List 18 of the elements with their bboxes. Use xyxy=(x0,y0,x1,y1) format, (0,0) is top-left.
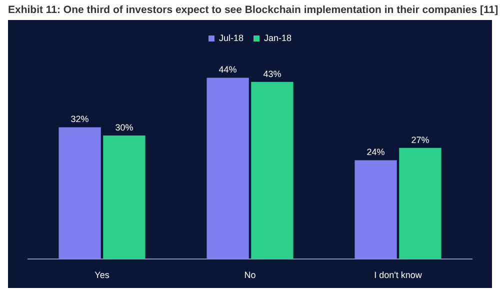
bar xyxy=(399,148,442,260)
chart-title: Exhibit 11: One third of investors expect to see Blockchain implementation in their companies [11] xyxy=(8,4,498,16)
x-tick-label: Yes xyxy=(94,270,110,280)
legend-label: Jul-18 xyxy=(218,32,244,43)
bar xyxy=(58,127,101,260)
data-label: 30% xyxy=(115,122,134,132)
data-label: 43% xyxy=(263,68,282,79)
x-tick-label: No xyxy=(244,270,256,280)
legend-label: Jan-18 xyxy=(264,32,292,43)
x-tick-label: I don't know xyxy=(374,270,422,280)
data-label: 32% xyxy=(70,114,89,124)
data-label: 44% xyxy=(218,64,237,75)
bar xyxy=(103,135,146,260)
data-label: 24% xyxy=(366,147,385,158)
bar xyxy=(354,160,397,260)
bar xyxy=(206,78,249,260)
bar xyxy=(251,82,294,260)
data-label: 27% xyxy=(411,134,430,145)
